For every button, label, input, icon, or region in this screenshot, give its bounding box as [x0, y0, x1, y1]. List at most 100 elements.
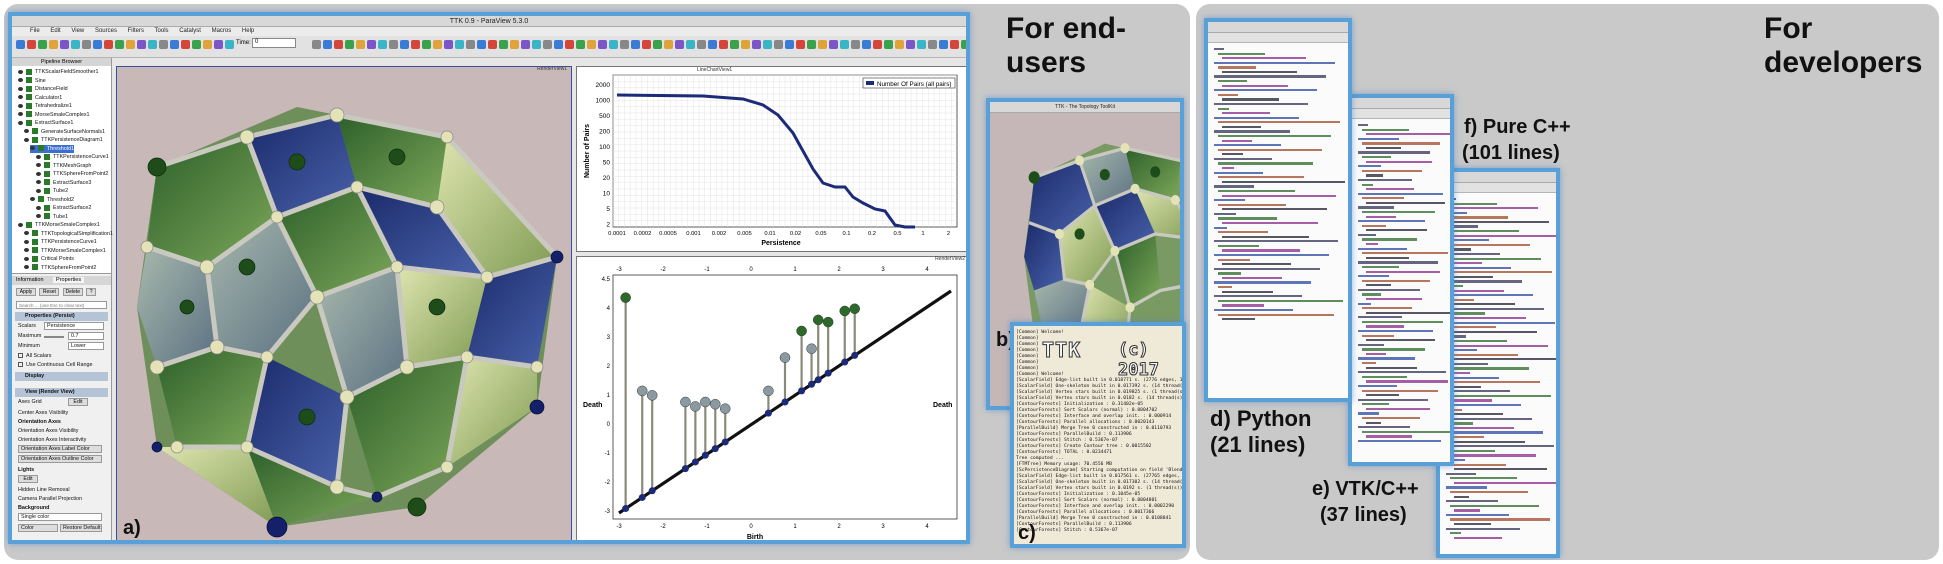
menu-macros[interactable]: Macros — [211, 28, 232, 34]
pipeline-item[interactable]: TTKTopologicalSimplification1 — [24, 230, 113, 239]
tab-properties[interactable]: Properties — [53, 277, 85, 283]
eye-icon[interactable] — [30, 146, 35, 151]
toolbar-button[interactable] — [433, 40, 442, 49]
toolbar-button[interactable] — [170, 40, 179, 49]
section-view[interactable]: View (Render View) — [15, 388, 108, 397]
toolbar-button[interactable] — [609, 40, 618, 49]
eye-icon[interactable] — [18, 120, 23, 125]
toolbar-button[interactable] — [378, 40, 387, 49]
toolbar-button[interactable] — [367, 40, 376, 49]
pipeline-item[interactable]: Calculator1 — [18, 94, 62, 103]
tab-information[interactable]: Information — [16, 277, 44, 283]
scalars-select[interactable]: Persistence — [44, 322, 104, 330]
toolbar-button[interactable] — [312, 40, 321, 49]
toolbar-button[interactable] — [444, 40, 453, 49]
pipeline-item[interactable]: TTKMeshGraph — [36, 162, 91, 171]
pipeline-item[interactable]: TTKPersistenceCurve1 — [36, 153, 109, 162]
toolbar-button[interactable] — [466, 40, 475, 49]
toolbar-button[interactable] — [60, 40, 69, 49]
eye-icon[interactable] — [24, 129, 29, 134]
oa-label-color-button[interactable]: Orientation Axes Label Color — [18, 445, 102, 453]
toolbar-button[interactable] — [554, 40, 563, 49]
toolbar-button[interactable] — [71, 40, 80, 49]
toolbar-button[interactable] — [159, 40, 168, 49]
menu-file[interactable]: File — [30, 28, 40, 34]
toolbar-button[interactable] — [137, 40, 146, 49]
oa-visibility-row[interactable]: Orientation Axes Visibility — [18, 427, 105, 436]
eye-icon[interactable] — [24, 137, 29, 142]
pipeline-item[interactable]: DistanceField — [18, 85, 68, 94]
pipeline-item[interactable]: TTKScalarFieldSmoother1 — [18, 68, 99, 77]
toolbar-button[interactable] — [631, 40, 640, 49]
pipeline-item[interactable]: GenerateSurfaceNormals1 — [24, 128, 105, 137]
eye-icon[interactable] — [18, 95, 23, 100]
toolbar-button[interactable] — [225, 40, 234, 49]
pipeline-item[interactable]: ExtractSurface3 — [36, 179, 91, 188]
menu-tools[interactable]: Tools — [154, 28, 169, 34]
toolbar-button[interactable] — [620, 40, 629, 49]
toolbar-button[interactable] — [400, 40, 409, 49]
reset-button[interactable]: Reset — [39, 288, 60, 296]
pipeline-item[interactable]: Threshold2 — [30, 196, 74, 205]
section-properties[interactable]: Properties (Persist) — [15, 312, 108, 321]
toolbar-button[interactable] — [532, 40, 541, 49]
toolbar-button[interactable] — [345, 40, 354, 49]
eye-icon[interactable] — [18, 112, 23, 117]
eye-icon[interactable] — [30, 197, 35, 202]
axes-grid-edit-button[interactable]: Edit — [68, 398, 88, 406]
toolbar-button[interactable] — [873, 40, 882, 49]
menu-help[interactable]: Help — [241, 28, 255, 34]
toolbar-button[interactable] — [356, 40, 365, 49]
toolbar-button[interactable] — [181, 40, 190, 49]
toolbar-button[interactable] — [148, 40, 157, 49]
toolbar-button[interactable] — [763, 40, 772, 49]
help-button[interactable]: ? — [86, 288, 97, 296]
eye-icon[interactable] — [18, 78, 23, 83]
toolbar-button[interactable] — [664, 40, 673, 49]
toolbar-button[interactable] — [653, 40, 662, 49]
eye-icon[interactable] — [18, 103, 23, 108]
eye-icon[interactable] — [36, 154, 41, 159]
toolbar-button[interactable] — [422, 40, 431, 49]
menu-edit[interactable]: Edit — [50, 28, 61, 34]
toolbar-button[interactable] — [16, 40, 25, 49]
toolbar-button[interactable] — [587, 40, 596, 49]
eye-icon[interactable] — [36, 163, 41, 168]
pipeline-item[interactable]: Critical Points — [24, 255, 74, 264]
toolbar-button[interactable] — [906, 40, 915, 49]
minimum-field[interactable]: Lower — [68, 342, 104, 350]
toolbar-button[interactable] — [818, 40, 827, 49]
lights-edit-button[interactable]: Edit — [18, 475, 38, 483]
pipeline-item[interactable]: TTKMorseSmaleComplex1 — [18, 221, 100, 230]
all-scalars-row[interactable]: All Scalars — [18, 352, 105, 361]
toolbar-button[interactable] — [499, 40, 508, 49]
toolbar-button[interactable] — [917, 40, 926, 49]
delete-button[interactable]: Delete — [62, 288, 83, 296]
toolbar-button[interactable] — [939, 40, 948, 49]
toolbar-button[interactable] — [675, 40, 684, 49]
oa-outline-color-row[interactable]: Orientation Axes Outline Color — [18, 455, 105, 464]
toolbar-button[interactable] — [928, 40, 937, 49]
render-view[interactable]: RenderView1 — [116, 66, 572, 540]
pipeline-item[interactable]: TTKSphereFromPoint2 — [24, 264, 96, 273]
pipeline-item[interactable]: Tube2 — [36, 187, 68, 196]
pipeline-item[interactable]: Tube1 — [36, 213, 68, 222]
eye-icon[interactable] — [24, 239, 29, 244]
toolbar-button[interactable] — [510, 40, 519, 49]
toolbar-button[interactable] — [323, 40, 332, 49]
toolbar-button[interactable] — [477, 40, 486, 49]
eye-icon[interactable] — [36, 171, 41, 176]
toolbar-button[interactable] — [214, 40, 223, 49]
single-color-select[interactable]: Single color — [18, 513, 102, 521]
toolbar-button[interactable] — [192, 40, 201, 49]
toolbar-button[interactable] — [796, 40, 805, 49]
toolbar-button[interactable] — [719, 40, 728, 49]
toolbar-button[interactable] — [840, 40, 849, 49]
toolbar-button[interactable] — [203, 40, 212, 49]
toolbar-button[interactable] — [862, 40, 871, 49]
toolbar-button[interactable] — [807, 40, 816, 49]
time-field[interactable]: 0 — [252, 38, 296, 48]
oa-label-color-row[interactable]: Orientation Axes Label Color — [18, 445, 105, 454]
oa-outline-color-button[interactable]: Orientation Axes Outline Color — [18, 455, 102, 463]
toolbar-button[interactable] — [851, 40, 860, 49]
